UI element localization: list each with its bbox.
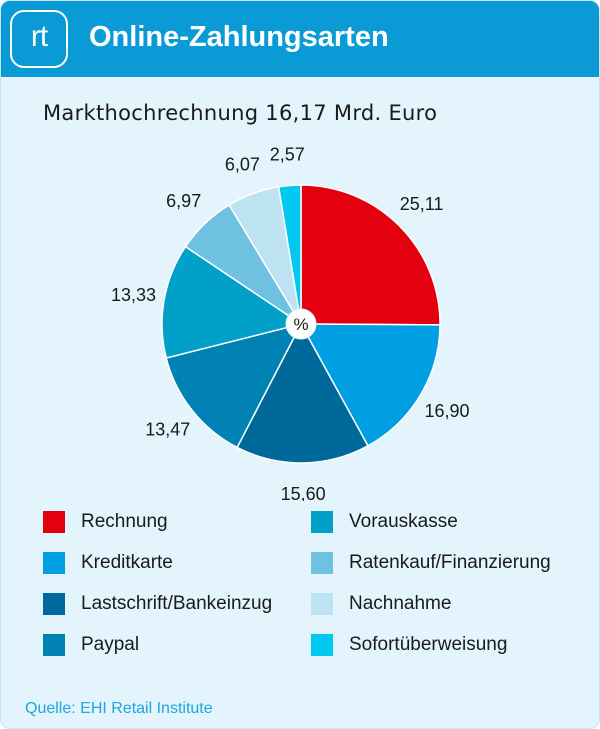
legend-label: Rechnung	[81, 511, 168, 532]
pie-value-labels: 25,11 16,90 15,60 13,47 13,33 6,97 6,07 2,57	[111, 145, 470, 501]
header-bar: rt Online-Zahlungsarten	[1, 1, 599, 77]
legend-label: Kreditkarte	[81, 552, 173, 573]
pie-slice-vorauskasse	[161, 245, 303, 359]
pie-label-sofort-berweisung: 2,57	[270, 145, 305, 165]
pie-label-nachnahme: 6,07	[225, 154, 260, 174]
rt-logo: rt	[10, 10, 68, 68]
legend-swatch	[311, 511, 333, 533]
pie-slice-paypal	[165, 322, 303, 449]
pie-label-vorauskasse: 13,33	[111, 285, 156, 305]
pie-slice-rechnung	[300, 184, 441, 326]
pie-label-kreditkarte: 16,90	[424, 401, 469, 421]
pie-label-ratenkauf-finanzierung: 6,97	[166, 191, 201, 211]
center-label: %	[293, 315, 308, 334]
pie-slice-kreditkarte	[299, 323, 441, 447]
legend-swatch	[43, 552, 65, 574]
legend-label: Nachnahme	[349, 593, 452, 614]
legend-label: Sofortüberweisung	[349, 634, 508, 655]
legend-label: Paypal	[81, 634, 140, 655]
pie-chart: 25,11 16,90 15,60 13,47 13,33 6,97 6,07 2,57 %	[111, 145, 470, 501]
pie-slices	[161, 184, 441, 464]
legend-label: Ratenkauf/Finanzierung	[349, 552, 551, 573]
legend-label: Lastschrift/Bankeinzug	[81, 593, 273, 614]
center-badge: %	[285, 308, 317, 340]
pie-label-lastschrift-bankeinzug: 15,60	[281, 484, 326, 501]
legend-swatch	[43, 511, 65, 533]
legend-swatch	[311, 634, 333, 656]
legend-swatch	[43, 593, 65, 615]
legend-swatch	[43, 634, 65, 656]
source-note: Quelle: EHI Retail Institute	[25, 700, 213, 717]
pie-label-paypal: 13,47	[145, 420, 190, 440]
legend-swatch	[311, 552, 333, 574]
legend-swatch	[311, 593, 333, 615]
legend-label: Vorauskasse	[349, 511, 458, 532]
pie-slice-lastschrift-bankeinzug	[236, 322, 369, 464]
pie-label-rechnung: 25,11	[400, 194, 444, 214]
pie-slice-sofort-berweisung	[277, 184, 302, 325]
page-title: Online-Zahlungsarten	[89, 21, 389, 53]
chart-subtitle: Markthochrechnung 16,17 Mrd. Euro	[43, 101, 438, 125]
